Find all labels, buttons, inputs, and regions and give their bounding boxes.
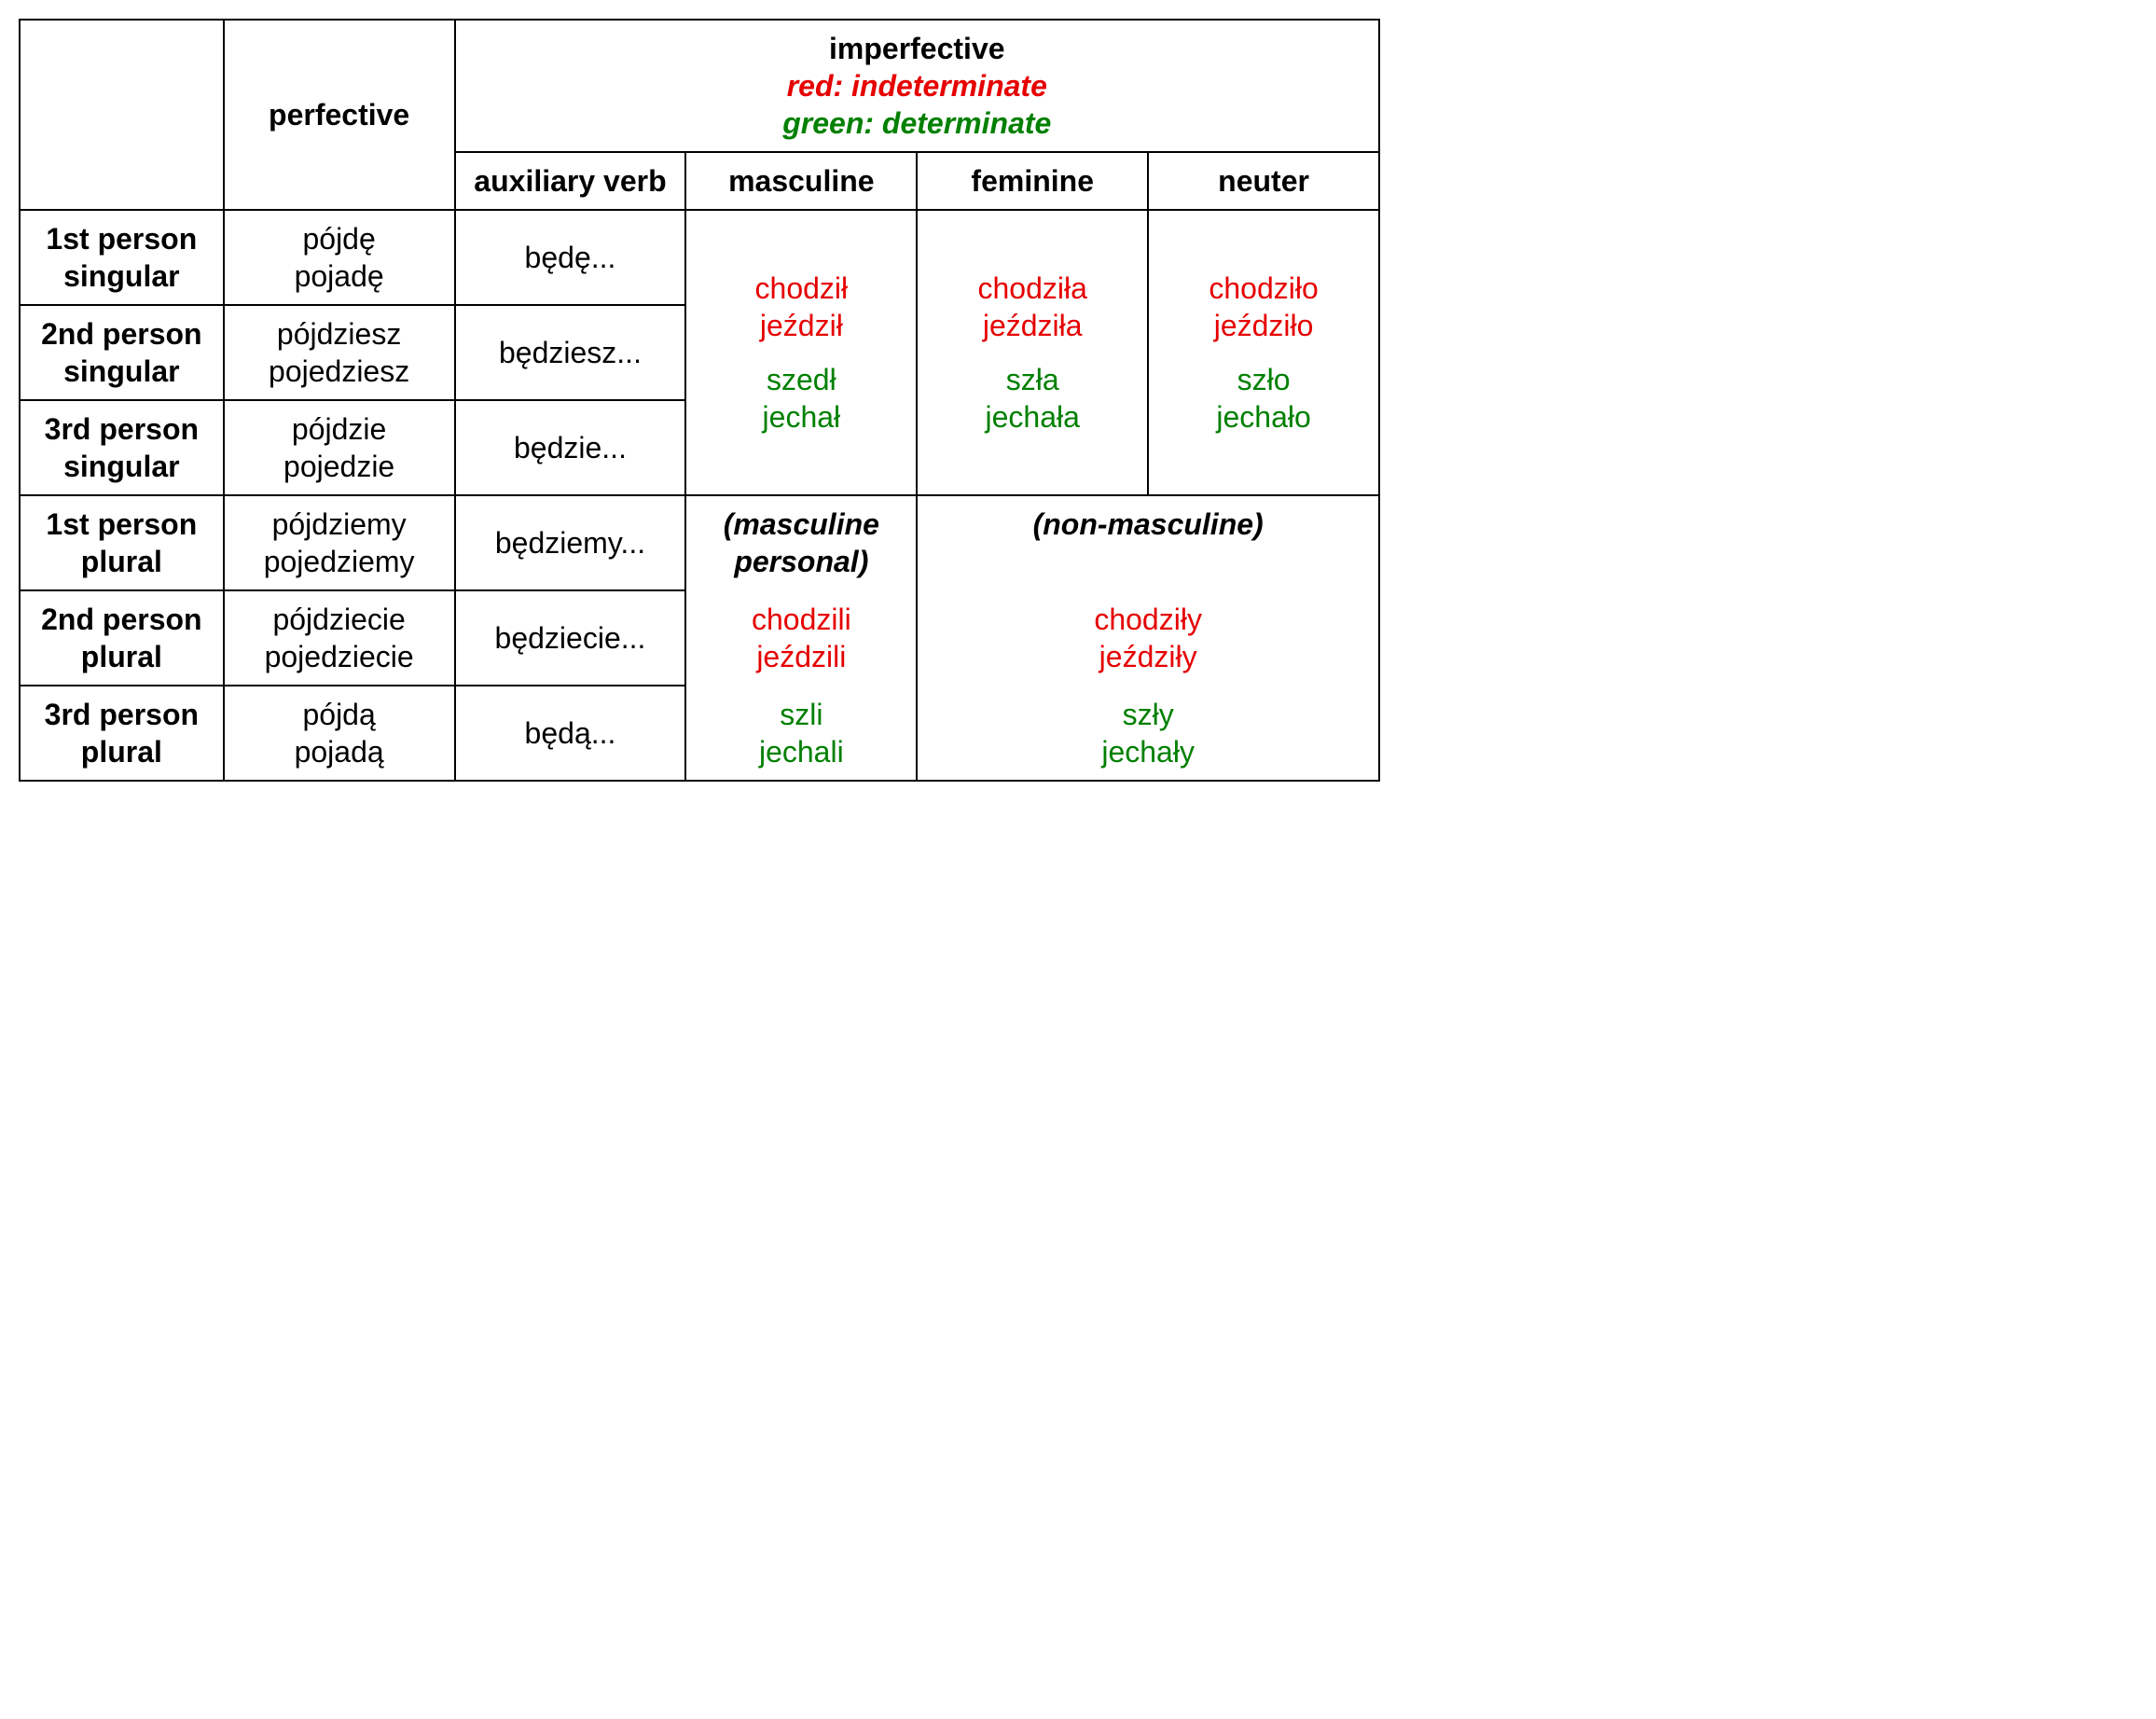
singular-neuter-forms: chodziło jeździło szło jechało xyxy=(1148,210,1379,495)
row-label-1s: 1st person singular xyxy=(20,210,224,305)
label-2s-l1: 2nd person xyxy=(26,315,217,353)
sg-f-ind2: jeździła xyxy=(923,307,1141,344)
header-neuter: neuter xyxy=(1148,152,1379,210)
plural-masc-personal-label: (masculine personal) xyxy=(724,507,879,578)
sg-m-ind1: chodził xyxy=(692,270,910,307)
plural-masc-personal-label-cell: (masculine personal) xyxy=(685,495,917,590)
legend-determinate: green: determinate xyxy=(462,104,1373,142)
sg-m-det2: jechał xyxy=(692,398,910,436)
perf-1p-l1: pójdziemy xyxy=(230,506,449,543)
singular-masculine-forms: chodził jeździł szedł jechał xyxy=(685,210,917,495)
perf-3p-l1: pójdą xyxy=(230,696,449,733)
perf-3s-l1: pójdzie xyxy=(230,410,449,448)
perf-2s-l2: pojedziesz xyxy=(230,353,449,390)
aux-1s-text: będę... xyxy=(525,241,616,274)
sg-n-ind2: jeździło xyxy=(1154,307,1373,344)
text-imperfective: imperfective xyxy=(462,30,1373,67)
pl-nm-ind2: jeździły xyxy=(923,638,1373,675)
singular-feminine-forms: chodziła jeździła szła jechała xyxy=(917,210,1148,495)
perf-3s-l2: pojedzie xyxy=(230,448,449,485)
aux-2s: będziesz... xyxy=(455,305,686,400)
aux-3s-text: będzie... xyxy=(514,431,627,464)
plural-non-masc-label: (non-masculine) xyxy=(1033,507,1264,541)
pl-nm-ind1: chodziły xyxy=(923,601,1373,638)
aux-3p: będą... xyxy=(455,686,686,781)
header-masculine: masculine xyxy=(685,152,917,210)
aux-1s: będę... xyxy=(455,210,686,305)
sg-m-det1: szedł xyxy=(692,361,910,398)
aux-2s-text: będziesz... xyxy=(499,336,642,369)
pl-nm-det2: jechały xyxy=(923,733,1373,770)
perf-2p-l1: pójdziecie xyxy=(230,601,449,638)
conjugation-table: perfective imperfective red: indetermina… xyxy=(19,19,1380,782)
sg-n-det2: jechało xyxy=(1154,398,1373,436)
label-3p-l2: plural xyxy=(26,733,217,770)
header-empty xyxy=(20,20,224,210)
header-perfective: perfective xyxy=(224,20,455,210)
text-perfective: perfective xyxy=(269,98,409,132)
legend-indeterminate: red: indeterminate xyxy=(462,67,1373,104)
text-masculine-hdr: masculine xyxy=(728,164,875,198)
pl-nm-det1: szły xyxy=(923,696,1373,733)
label-1p-l2: plural xyxy=(26,543,217,580)
pl-mp-ind1: chodzili xyxy=(692,601,910,638)
gap: szedł jechał xyxy=(692,361,910,436)
perf-2p-l2: pojedziecie xyxy=(230,638,449,675)
pl-mp-ind2: jeździli xyxy=(692,638,910,675)
row-label-1p: 1st person plural xyxy=(20,495,224,590)
plural-non-masc-ind: chodziły jeździły xyxy=(917,590,1379,686)
aux-3s: będzie... xyxy=(455,400,686,495)
aux-1p: będziemy... xyxy=(455,495,686,590)
aux-3p-text: będą... xyxy=(525,716,616,750)
sg-n-det1: szło xyxy=(1154,361,1373,398)
gap: szło jechało xyxy=(1154,361,1373,436)
sg-f-det1: szła xyxy=(923,361,1141,398)
label-2p-l2: plural xyxy=(26,638,217,675)
header-aux: auxiliary verb xyxy=(455,152,686,210)
row-label-2p: 2nd person plural xyxy=(20,590,224,686)
label-3p-l1: 3rd person xyxy=(26,696,217,733)
perf-1s-l2: pojadę xyxy=(230,257,449,295)
label-2p-l1: 2nd person xyxy=(26,601,217,638)
aux-1p-text: będziemy... xyxy=(495,526,645,560)
perf-1s-l1: pójdę xyxy=(230,220,449,257)
perfective-3s: pójdzie pojedzie xyxy=(224,400,455,495)
aux-2p-text: będziecie... xyxy=(495,621,646,655)
gap: szła jechała xyxy=(923,361,1141,436)
perf-1p-l2: pojedziemy xyxy=(230,543,449,580)
pl-mp-det1: szli xyxy=(692,696,910,733)
perfective-3p: pójdą pojadą xyxy=(224,686,455,781)
row-label-3p: 3rd person plural xyxy=(20,686,224,781)
label-1s-l2: singular xyxy=(26,257,217,295)
perfective-1p: pójdziemy pojedziemy xyxy=(224,495,455,590)
text-aux: auxiliary verb xyxy=(474,164,666,198)
label-1p-l1: 1st person xyxy=(26,506,217,543)
pl-mp-det2: jechali xyxy=(692,733,910,770)
sg-m-ind2: jeździł xyxy=(692,307,910,344)
label-3s-l1: 3rd person xyxy=(26,410,217,448)
label-3s-l2: singular xyxy=(26,448,217,485)
header-feminine: feminine xyxy=(917,152,1148,210)
sg-f-ind1: chodziła xyxy=(923,270,1141,307)
sg-n-ind1: chodziło xyxy=(1154,270,1373,307)
perf-3p-l2: pojadą xyxy=(230,733,449,770)
plural-non-masc-det: szły jechały xyxy=(917,686,1379,781)
text-feminine-hdr: feminine xyxy=(971,164,1094,198)
perfective-1s: pójdę pojadę xyxy=(224,210,455,305)
perf-2s-l1: pójdziesz xyxy=(230,315,449,353)
label-1s-l1: 1st person xyxy=(26,220,217,257)
row-label-2s: 2nd person singular xyxy=(20,305,224,400)
header-imperfective: imperfective red: indeterminate green: d… xyxy=(455,20,1379,152)
row-label-3s: 3rd person singular xyxy=(20,400,224,495)
perfective-2p: pójdziecie pojedziecie xyxy=(224,590,455,686)
sg-f-det2: jechała xyxy=(923,398,1141,436)
aux-2p: będziecie... xyxy=(455,590,686,686)
label-2s-l2: singular xyxy=(26,353,217,390)
text-neuter-hdr: neuter xyxy=(1218,164,1309,198)
plural-masc-personal-ind: chodzili jeździli xyxy=(685,590,917,686)
perfective-2s: pójdziesz pojedziesz xyxy=(224,305,455,400)
plural-masc-personal-det: szli jechali xyxy=(685,686,917,781)
plural-non-masc-label-cell: (non-masculine) xyxy=(917,495,1379,590)
